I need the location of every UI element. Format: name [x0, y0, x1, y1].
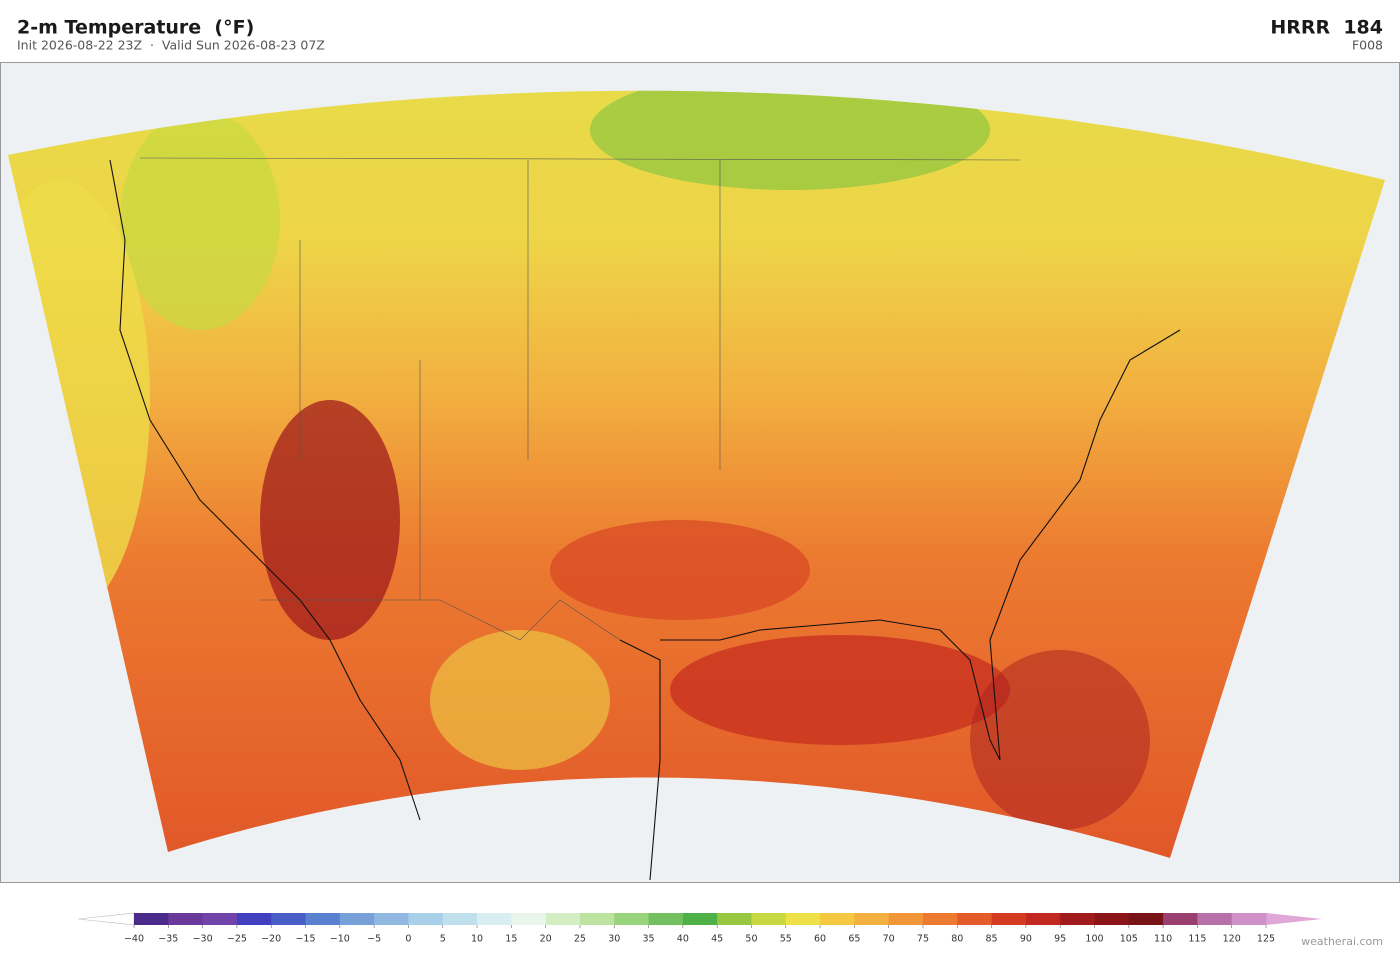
colorbar-bin [545, 913, 581, 925]
colorbar-bin [1231, 913, 1267, 925]
colorbar-bin [202, 913, 238, 925]
temperature-field [8, 90, 1385, 858]
cool-region [120, 110, 280, 330]
colorbar-tick-label: 105 [1120, 934, 1138, 945]
colorbar-bin [339, 913, 375, 925]
colorbar: −40 −35 −30 −25 −20 −15 −10 −5 0 5 10 15 20 25 30 35 40 4… [77, 912, 1322, 945]
colorbar-tick-label: −5 [367, 934, 381, 945]
colorbar-tick-label: 65 [848, 934, 860, 945]
colorbar-tick-label: −20 [261, 934, 281, 945]
colorbar-tick-label: 125 [1257, 934, 1275, 945]
state-borders [139, 157, 1021, 641]
colorbar-over [1266, 913, 1322, 925]
colorbar-bin [614, 913, 649, 925]
coastlines [109, 159, 1181, 881]
colorbar-tick-label: −40 [124, 934, 144, 945]
colorbar-tick-label: 0 [405, 934, 411, 945]
colorbar-bin [374, 913, 409, 925]
colorbar-tick-label: 10 [471, 934, 483, 945]
colorbar-tick-label: −15 [295, 934, 315, 945]
colorbar-tick-label: 30 [608, 934, 620, 945]
colorbar-under [77, 912, 135, 926]
colorbar-tick-label: −30 [193, 934, 213, 945]
colorbar-tick-label: 100 [1085, 934, 1103, 945]
colorbar-tick-label: 55 [780, 934, 792, 945]
colorbar-bin [511, 913, 547, 925]
colorbar-tick-label: 70 [883, 934, 895, 945]
colorbar-bin [888, 913, 924, 925]
colorbar-bin [1025, 913, 1061, 925]
colorbar-tick-label: −10 [330, 934, 350, 945]
coastline [109, 159, 421, 821]
colorbar-tick-label: −25 [227, 934, 247, 945]
colorbar-bin [168, 913, 204, 925]
map-panel [0, 62, 1400, 883]
colorbar-tick-label: 50 [745, 934, 757, 945]
colorbar-tick-label: 95 [1054, 934, 1066, 945]
colorbar-tick-label: 110 [1154, 934, 1172, 945]
forecast-hour: F008 [1352, 38, 1383, 53]
colorbar-tick-label: 75 [917, 934, 929, 945]
hot-region [970, 650, 1150, 830]
model-label: HRRR 184 [1270, 17, 1383, 39]
colorbar-bin [648, 913, 684, 925]
colorbar-tick-label: 35 [642, 934, 654, 945]
credit: weatherai.com [1301, 935, 1383, 948]
colorbar-bin [682, 913, 718, 925]
colorbar-tick-label: 5 [440, 934, 446, 945]
colorbar-bin [477, 913, 512, 925]
colorbar-tick-label: 80 [951, 934, 963, 945]
border [139, 157, 1021, 161]
colorbar-bin [1163, 913, 1198, 925]
colorbar-tick-label: −35 [158, 934, 178, 945]
border [299, 160, 721, 600]
colorbar-bin [922, 913, 958, 925]
colorbar-bin [271, 913, 306, 925]
colorbar-bin [1060, 913, 1095, 925]
hot-region [550, 520, 810, 620]
hot-region [260, 400, 400, 640]
colorbar-bin [854, 913, 890, 925]
gulf-region [670, 635, 1010, 745]
mild-region [430, 630, 610, 770]
colorbar-tick-label: 60 [814, 934, 826, 945]
coastline [660, 619, 1001, 761]
colorbar-tick-label: 40 [677, 934, 689, 945]
colorbar-bin [579, 913, 615, 925]
map-title: 2-m Temperature (°F) [17, 17, 254, 39]
colorbar-tick-label: 45 [711, 934, 723, 945]
colorbar-bin [957, 913, 992, 925]
map-subtitle: Init 2026-08-22 23Z · Valid Sun 2026-08-… [17, 38, 325, 53]
coastline [619, 639, 661, 881]
colorbar-tick-label: 25 [574, 934, 586, 945]
colorbar-bin [134, 913, 169, 925]
coastline [989, 329, 1181, 761]
colorbar-tick-label: 20 [540, 934, 552, 945]
colorbar-bin [408, 913, 444, 925]
colorbar-bin [305, 913, 341, 925]
colorbar-bin [1094, 913, 1130, 925]
colorbar-tick-label: 120 [1223, 934, 1241, 945]
colorbar-bin [785, 913, 821, 925]
colorbar-bin [1128, 913, 1164, 925]
colorbar-bin [991, 913, 1027, 925]
colorbar-tick-label: 85 [986, 934, 998, 945]
colorbar-tick-label: 15 [505, 934, 517, 945]
colorbar-tick-label: 115 [1188, 934, 1206, 945]
colorbar-bin [442, 913, 478, 925]
colorbar-bin [820, 913, 855, 925]
border [260, 599, 621, 641]
colorbar-bin [1197, 913, 1233, 925]
colorbar-tick-label: 90 [1020, 934, 1032, 945]
colorbar-bin [751, 913, 787, 925]
colorbar-bin [717, 913, 752, 925]
colorbar-bin [236, 913, 272, 925]
